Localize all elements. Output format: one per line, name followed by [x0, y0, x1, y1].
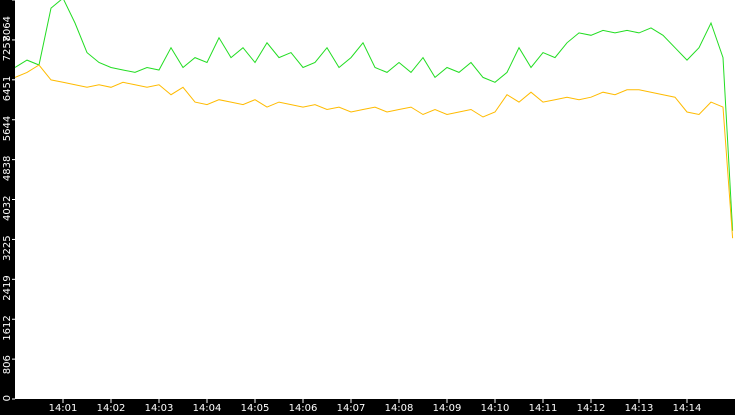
- y-tick-label: 4838: [2, 156, 13, 181]
- x-tick-label: 14:04: [193, 403, 222, 414]
- y-tick-label: 6451: [2, 76, 13, 101]
- x-tick-label: 14:09: [433, 403, 462, 414]
- plot-area: [15, 0, 734, 239]
- y-tick-label: 1612: [2, 315, 13, 340]
- y-tick-label: 8064: [2, 16, 13, 41]
- x-tick-label: 14:02: [97, 403, 126, 414]
- x-tick-label: 14:13: [625, 403, 654, 414]
- x-tick-label: 14:06: [289, 403, 318, 414]
- x-tick-label: 14:05: [241, 403, 270, 414]
- y-tick-label: 806: [2, 355, 13, 374]
- y-axis-band: [0, 0, 15, 415]
- x-tick-label: 14:14: [673, 403, 702, 414]
- x-tick-label: 14:12: [577, 403, 606, 414]
- x-tick-label: 14:11: [529, 403, 558, 414]
- y-tick-label: 5644: [2, 116, 13, 141]
- x-tick-label: 14:01: [49, 403, 78, 414]
- y-tick-label: 4032: [2, 196, 13, 221]
- x-tick-label: 14:08: [385, 403, 414, 414]
- y-tick-label: 0: [2, 395, 13, 401]
- x-tick-label: 14:03: [145, 403, 174, 414]
- y-tick-label: 2419: [2, 275, 13, 300]
- x-axis-band: [0, 399, 735, 415]
- x-tick-label: 14:10: [481, 403, 510, 414]
- x-tick-label: 14:07: [337, 403, 366, 414]
- y-tick-label: 3225: [2, 235, 13, 260]
- y-tick-label: 7257: [2, 36, 13, 61]
- series-line: [15, 64, 734, 239]
- series-line: [15, 0, 734, 231]
